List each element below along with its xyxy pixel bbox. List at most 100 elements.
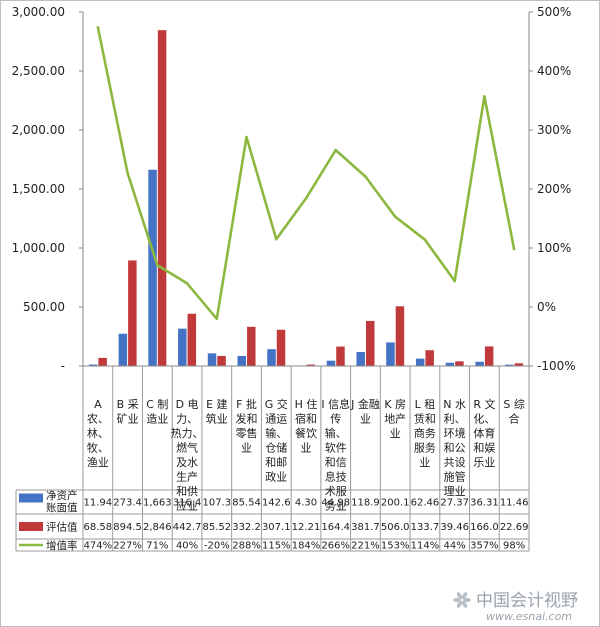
bar-net-asset-9 [356,351,365,366]
category-label: 传 [330,413,341,426]
category-label: 渔业 [87,456,109,469]
table-cell-s0: 27.37 [440,498,469,509]
watermark-petal [463,598,471,602]
category-label: B 采 [117,398,139,411]
bar-net-asset-14 [505,364,514,366]
bar-appraised-0 [98,357,107,366]
category-label: A [94,398,102,411]
bar-appraised-13 [484,346,494,366]
category-label: 业 [301,442,312,455]
line-point-5 [245,135,248,139]
bar-net-asset-11 [415,358,425,366]
category-label: 施管 [444,470,466,484]
table-cell-s2: 114% [411,541,440,552]
table-cell-s2: 184% [292,541,321,552]
table-cell-s1: 12.21 [292,522,321,533]
bar-net-asset-13 [475,361,484,366]
line-point-11 [423,238,427,242]
bar-appraised-1 [128,260,137,366]
table-cell-s2: 227% [113,541,142,552]
bar-appraised-8 [336,346,345,366]
line-point-1 [126,171,129,175]
bar-appraised-3 [187,313,197,366]
table-cell-s1: 85.52 [202,522,231,533]
category-label: H 住 [295,397,318,411]
category-label: 力、 [176,413,198,426]
category-label: 政业 [265,470,287,484]
bar-appraised-14 [514,363,524,366]
category-label: 乐业 [473,456,495,469]
y-right-tick-label: 100% [537,241,571,255]
line-point-3 [185,282,189,285]
y-right-tick-label: 0% [537,300,556,314]
category-label: 和公 [444,442,466,455]
table-cell-s0: 44.98 [321,498,350,509]
category-label: 生产 [176,470,198,484]
category-label: 应业 [176,499,198,513]
table-cell-s0: 273.4 [113,498,142,509]
category-label: J 金融 [350,397,380,411]
bar-appraised-9 [365,320,375,366]
category-label: 赁和 [414,412,436,426]
category-label: 和供 [176,484,198,498]
legend-key-s0 [19,493,43,503]
table-cell-s2: 221% [351,541,380,552]
bar-appraised-5 [247,326,256,366]
table-cell-s2: -20% [204,541,230,552]
table-cell-s1: 22.69 [500,522,529,533]
table-cell-s1: 164.4 [321,522,350,533]
category-label: 牧、 [87,441,109,455]
category-label: C 制 [146,398,168,411]
line-point-8 [334,148,338,152]
category-label: 商务 [414,426,436,440]
table-cell-s1: 2,846 [143,522,172,533]
bar-appraised-7 [306,364,315,366]
line-point-9 [364,175,367,178]
category-label: 燃气 [176,441,198,455]
table-cell-s0: 107.3 [202,498,231,509]
category-label: 务业 [325,500,347,513]
line-point-0 [96,26,100,29]
table-cell-s2: 40% [176,541,198,552]
bar-appraised-12 [455,361,464,366]
category-label: 热力、 [171,427,204,440]
bar-net-asset-6 [267,349,276,366]
category-label: K 房 [384,398,406,411]
y-right-tick-label: 500% [537,5,571,19]
y-left-tick-label: 1,000.00 [12,241,65,255]
category-label: 及水 [176,456,198,469]
table-cell-s1: 133.7 [411,522,440,533]
table-cell-s1: 506.0 [381,522,410,533]
bar-net-asset-1 [118,333,128,366]
table-cell-s2: 153% [381,541,410,552]
category-label: 矿业 [117,413,139,426]
category-label: 息技 [325,470,347,484]
watermark-url: www.esnai.com [486,610,572,623]
category-label: 发和 [236,412,258,426]
bar-appraised-6 [276,329,286,366]
category-label: 通运 [265,413,287,426]
bar-net-asset-4 [207,353,217,366]
category-label: 理业 [444,485,466,498]
category-label: 餐饮 [295,426,317,440]
watermark-petal [461,600,468,608]
y-right-tick-label: 200% [537,182,571,196]
y-right-tick-label: 300% [537,123,571,137]
category-label: 林、 [87,426,109,440]
table-cell-s1: 442.7 [173,522,202,533]
category-label: I 信息 [321,397,350,411]
category-label: 业 [241,442,252,455]
table-cell-s2: 98% [503,541,525,552]
table-cell-s1: 381.7 [351,522,380,533]
category-label: 和邮 [265,456,287,469]
category-label: 环境 [444,426,466,440]
table-cell-s0: 200.1 [381,498,410,509]
table-cell-s2: 474% [84,541,113,552]
category-label: 共设 [444,456,466,469]
line-point-14 [512,247,516,251]
category-label: R 文 [473,397,495,411]
bar-appraised-11 [425,350,434,366]
category-label: 和娱 [473,441,495,455]
